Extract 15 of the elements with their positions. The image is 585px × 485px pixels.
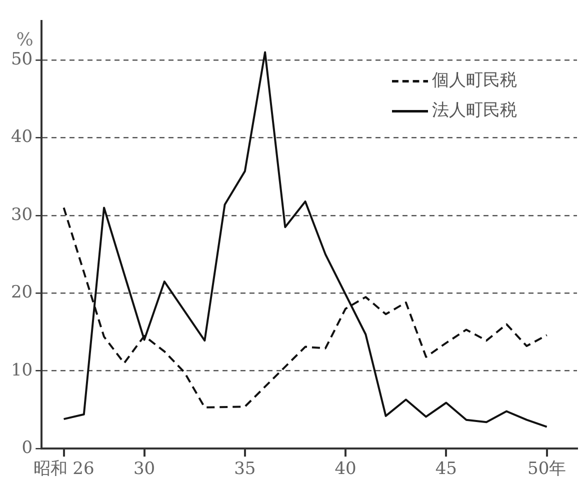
y-tick-label: 20 <box>10 282 33 303</box>
x-tick-label: 昭和 26 <box>33 459 94 480</box>
x-tick-label: 30 <box>133 459 156 480</box>
y-tick-label: 50 <box>10 49 33 70</box>
x-tick-label: 45 <box>435 459 457 480</box>
y-tick-label: 30 <box>10 204 33 225</box>
x-tick-label: 50年 <box>527 459 566 480</box>
y-tick-label: 10 <box>10 360 33 380</box>
y-axis-title: % <box>16 30 34 51</box>
x-tick-label: 40 <box>334 459 356 480</box>
legend-label: 法人町民税 <box>432 100 517 121</box>
y-tick-label: 40 <box>10 127 33 148</box>
y-tick-label: 0 <box>22 438 33 458</box>
legend-label: 個人町民税 <box>432 70 517 91</box>
x-tick-label: 35 <box>234 459 256 480</box>
